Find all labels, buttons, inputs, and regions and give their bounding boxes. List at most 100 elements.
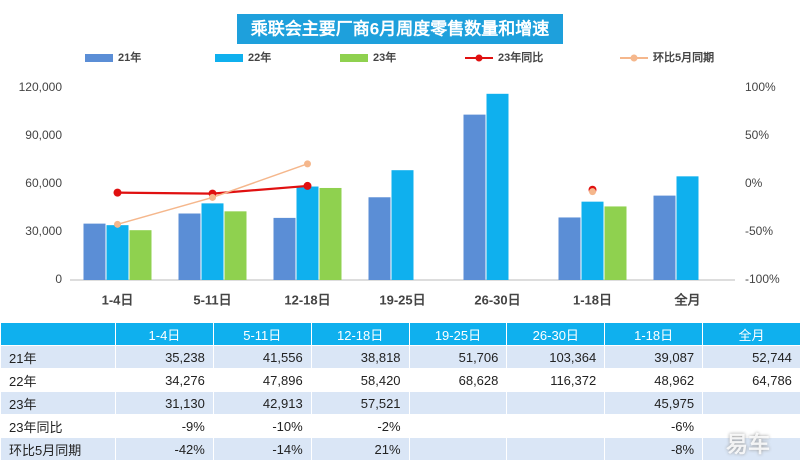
table-cell	[506, 437, 606, 461]
table-cell	[506, 414, 606, 438]
table-cell: -6%	[604, 414, 704, 438]
header-cell: 1-4日	[115, 322, 214, 346]
bar	[391, 170, 414, 280]
legend-label: 22年	[248, 50, 271, 64]
bar	[129, 230, 152, 280]
table-cell	[702, 391, 800, 415]
table-cell: 39,087	[604, 345, 704, 369]
line-point	[304, 160, 311, 168]
legend-label: 23年同比	[498, 50, 543, 64]
legend-swatch	[85, 54, 113, 62]
chart: 乘联会主要厂商6月周度零售数量和增速 0 30,000 60,000 90,000 12…	[19, 14, 780, 307]
table-cell	[408, 437, 508, 461]
legend-swatch	[630, 54, 638, 62]
y2-tick-label: 100%	[745, 80, 776, 94]
bar	[676, 176, 699, 280]
y2-tick-label: 50%	[745, 128, 769, 142]
line-point	[114, 220, 121, 228]
title-box	[237, 14, 563, 44]
x-tick-label: 5-11日	[193, 292, 231, 307]
legend-label: 21年	[118, 50, 141, 64]
bar	[581, 201, 604, 280]
bar	[106, 225, 129, 280]
bar	[178, 213, 201, 280]
row-label: 环比5月同期	[0, 437, 116, 461]
y-tick-label: 60,000	[25, 176, 62, 190]
x-tick-label: 全月	[673, 292, 700, 307]
line-point	[113, 188, 122, 197]
legend-swatch	[475, 54, 483, 62]
table-cell: -42%	[115, 437, 214, 461]
table-row: 23年 31,130 42,913 57,521 45,975	[0, 391, 800, 415]
x-tick-label: 12-18日	[284, 292, 330, 307]
line	[118, 186, 593, 194]
bar	[83, 223, 106, 280]
table-cell: 51,706	[408, 345, 508, 369]
row-label: 21年	[0, 345, 116, 369]
table-cell: 103,364	[506, 345, 606, 369]
table-cell	[408, 391, 508, 415]
row-label: 23年	[0, 391, 116, 415]
table-cell: -10%	[212, 414, 312, 438]
table-cell	[702, 414, 800, 438]
bar	[604, 206, 627, 280]
bar	[273, 217, 296, 280]
table-cell: -9%	[115, 414, 214, 438]
header-cell: 26-30日	[506, 322, 606, 346]
table-cell: 21%	[310, 437, 410, 461]
line-point	[589, 188, 596, 196]
bar	[653, 195, 676, 280]
table-cell: 45,975	[604, 391, 704, 415]
row-label: 23年同比	[0, 414, 116, 438]
y-tick-label: 120,000	[19, 80, 63, 94]
table-cell: -8%	[604, 437, 704, 461]
data-table: 1-4日 5-11日 12-18日 19-25日 26-30日 1-18日 全月 21年 35,…	[0, 322, 800, 461]
table-cell: -14%	[212, 437, 312, 461]
line-point	[209, 193, 216, 201]
header-cell: 1-18日	[604, 322, 704, 346]
bar	[201, 203, 224, 280]
legend-label: 环比5月同期	[653, 50, 714, 64]
table-cell: 41,556	[212, 345, 312, 369]
table-header: 1-4日 5-11日 12-18日 19-25日 26-30日 1-18日 全月	[0, 322, 800, 346]
line-point	[303, 181, 312, 190]
y2-tick-label: 0%	[745, 176, 763, 190]
header-cell: 19-25日	[408, 322, 508, 346]
legend-swatch	[340, 54, 368, 62]
table-cell	[408, 414, 508, 438]
bar	[486, 93, 509, 280]
bar	[296, 186, 319, 280]
watermark: 易车	[725, 432, 770, 457]
y-tick-label: 0	[55, 272, 62, 286]
bar	[463, 114, 486, 280]
table-cell: 31,130	[115, 391, 214, 415]
table-row: 23年同比 -9% -10% -2% -6%	[0, 414, 800, 438]
table-cell: 58,420	[310, 368, 410, 392]
table-cell: 116,372	[506, 368, 606, 392]
y-tick-label: 30,000	[25, 224, 62, 238]
table-cell: 38,818	[310, 345, 410, 369]
header-cell: 5-11日	[212, 322, 312, 346]
header-cell: 12-18日	[310, 322, 410, 346]
legend-swatch	[215, 54, 243, 62]
chart-title: 乘联会主要厂商6月周度零售数量和增速	[250, 18, 549, 38]
y2-tick-label: -50%	[745, 224, 773, 238]
table-row: 21年 35,238 41,556 38,818 51,706 103,364 39,087…	[0, 345, 800, 369]
table-cell: 68,628	[408, 368, 508, 392]
table-cell: 57,521	[310, 391, 410, 415]
table-cell: 35,238	[115, 345, 214, 369]
table-row: 22年 34,276 47,896 58,420 68,628 116,372 48,962…	[0, 368, 800, 392]
bar	[558, 217, 581, 280]
x-tick-label: 19-25日	[379, 292, 425, 307]
table-cell: 48,962	[604, 368, 704, 392]
table-cell: 64,786	[702, 368, 800, 392]
row-label: 22年	[0, 368, 116, 392]
bar	[224, 211, 247, 280]
table-cell: -2%	[310, 414, 410, 438]
bar	[319, 187, 342, 280]
header-cell	[0, 322, 116, 346]
x-tick-label: 26-30日	[474, 292, 520, 307]
table-row: 环比5月同期 -42% -14% 21% -8%	[0, 437, 800, 461]
header-cell: 全月	[702, 322, 800, 346]
